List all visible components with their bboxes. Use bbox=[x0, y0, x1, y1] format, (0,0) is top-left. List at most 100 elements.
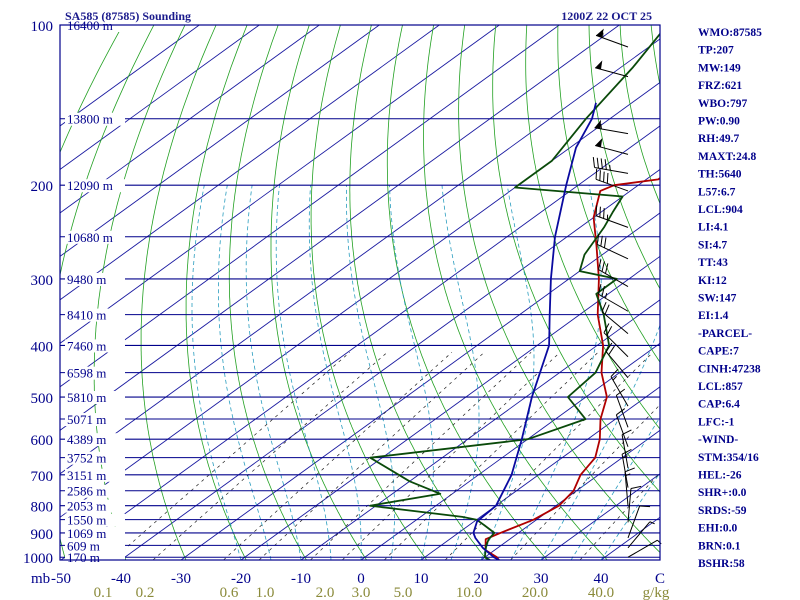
isotherm-line bbox=[60, 25, 500, 344]
index-entry: KI:12 bbox=[698, 275, 727, 287]
barb-staff bbox=[627, 505, 641, 539]
barb-flag bbox=[603, 171, 605, 183]
index-entry: -WIND- bbox=[698, 434, 738, 446]
mixing-ratio-unit: g/kg bbox=[643, 585, 670, 600]
index-entry: LCL:904 bbox=[698, 204, 743, 216]
barb-flag bbox=[601, 301, 607, 312]
stability-indices: WMO:87585 TP:207 MW:149 FRZ:621 WBO:797 PW:0.… bbox=[698, 27, 762, 570]
mixing-ratio-tick-label: 2.0 bbox=[316, 585, 335, 600]
mixing-ratio-line bbox=[152, 352, 388, 560]
height-label-bg bbox=[65, 112, 125, 126]
height-label-bg bbox=[65, 179, 125, 193]
height-label-bg bbox=[65, 366, 125, 380]
height-label: 12090 m bbox=[67, 178, 113, 193]
dry-adiabat-line bbox=[423, 25, 608, 560]
barb-staff bbox=[595, 145, 629, 155]
mixing-ratio-tick-label: 10.0 bbox=[456, 585, 482, 600]
barb-flag bbox=[603, 323, 610, 333]
barb-flag bbox=[601, 285, 605, 297]
mixing-ratio-line bbox=[258, 352, 485, 560]
height-label-bg bbox=[65, 484, 125, 498]
index-entry: WMO:87585 bbox=[698, 27, 762, 39]
height-label: 3752 m bbox=[67, 451, 106, 466]
barb-staff bbox=[627, 488, 632, 523]
barb-half-flag bbox=[600, 123, 602, 130]
index-entry: SW:147 bbox=[698, 293, 737, 305]
height-label-bg bbox=[65, 468, 125, 482]
pressure-tick-label: 700 bbox=[31, 469, 54, 485]
mixing-ratio-tick-label: 40.0 bbox=[588, 585, 614, 600]
barb-flag bbox=[595, 168, 598, 180]
wind-barb bbox=[610, 368, 629, 407]
dry-adiabat-line bbox=[525, 25, 660, 430]
index-entry: LI:4.1 bbox=[698, 222, 729, 234]
wind-barb bbox=[596, 234, 629, 260]
barb-flag bbox=[600, 158, 603, 169]
barb-pennant bbox=[595, 138, 603, 148]
dry-adiabat-line bbox=[228, 25, 307, 560]
dry-adiabat-line bbox=[185, 25, 248, 560]
x-axis-corner-label: C bbox=[655, 571, 665, 587]
index-entry: -PARCEL- bbox=[698, 328, 752, 340]
wind-barb bbox=[621, 429, 632, 469]
barb-half-flag bbox=[622, 455, 628, 459]
barb-staff bbox=[594, 127, 629, 135]
wind-barb bbox=[627, 521, 655, 549]
isotherm-line bbox=[60, 38, 660, 475]
barb-half-flag bbox=[649, 521, 655, 525]
barb-flag bbox=[599, 206, 601, 218]
barb-flag bbox=[608, 345, 615, 356]
sounding-time: 1200Z 22 OCT 25 bbox=[561, 9, 652, 23]
dry-adiabat-line bbox=[270, 25, 367, 560]
temperature-tick-label: 0 bbox=[357, 571, 365, 587]
barb-staff bbox=[627, 521, 651, 549]
dry-adiabat-line bbox=[588, 25, 660, 290]
height-label-bg bbox=[65, 499, 125, 513]
isotherm-line bbox=[420, 386, 660, 560]
height-label: 1550 m bbox=[67, 513, 106, 528]
barb-flag bbox=[603, 208, 605, 219]
wind-barb bbox=[627, 539, 662, 558]
wind-barb bbox=[595, 205, 629, 228]
index-entry: BSHR:58 bbox=[698, 558, 745, 570]
barb-flag bbox=[598, 259, 602, 270]
mixing-ratio-tick-label: 20.0 bbox=[522, 585, 548, 600]
height-label: 7460 m bbox=[67, 338, 106, 353]
barb-flag bbox=[604, 159, 607, 170]
height-label: 5810 m bbox=[67, 390, 106, 405]
pressure-tick-label: 400 bbox=[31, 339, 54, 355]
temperature-tick-label: 40 bbox=[594, 571, 609, 587]
index-entry: TT:43 bbox=[698, 257, 728, 269]
wind-barb bbox=[594, 119, 629, 135]
dry-adiabat-line bbox=[386, 25, 548, 560]
barb-staff bbox=[627, 539, 658, 558]
sounding-traces bbox=[369, 32, 660, 560]
barb-half-flag bbox=[657, 539, 662, 545]
barb-pennant bbox=[594, 119, 602, 129]
height-label: 8410 m bbox=[67, 308, 106, 323]
barb-pennant bbox=[595, 60, 603, 70]
index-entry: LFC:-1 bbox=[698, 416, 735, 428]
index-entry: FRZ:621 bbox=[698, 80, 742, 92]
isotherm-line bbox=[60, 25, 320, 214]
height-label-bg bbox=[65, 339, 125, 353]
moist-adiabat-line bbox=[275, 185, 332, 560]
x-axis-unit: mb bbox=[31, 571, 50, 587]
barb-flag bbox=[596, 234, 600, 245]
moist-adiabat-line bbox=[510, 185, 602, 560]
barb-flag bbox=[595, 205, 598, 216]
barb-flag bbox=[630, 485, 642, 489]
dry-adiabat-line bbox=[492, 25, 660, 493]
temperature-tick-label: -20 bbox=[231, 571, 251, 587]
temperature-tick-label: -30 bbox=[171, 571, 191, 587]
temperature-tick-label: 30 bbox=[534, 571, 549, 587]
height-label: 5071 m bbox=[67, 412, 106, 427]
barb-flag bbox=[605, 342, 613, 352]
index-entry: HEL:-26 bbox=[698, 470, 742, 482]
barb-staff bbox=[624, 471, 629, 506]
wind-barb bbox=[595, 28, 629, 48]
pressure-tick-label: 500 bbox=[31, 391, 54, 407]
isotherm-line bbox=[540, 473, 660, 560]
temperature-tick-label: -10 bbox=[291, 571, 311, 587]
